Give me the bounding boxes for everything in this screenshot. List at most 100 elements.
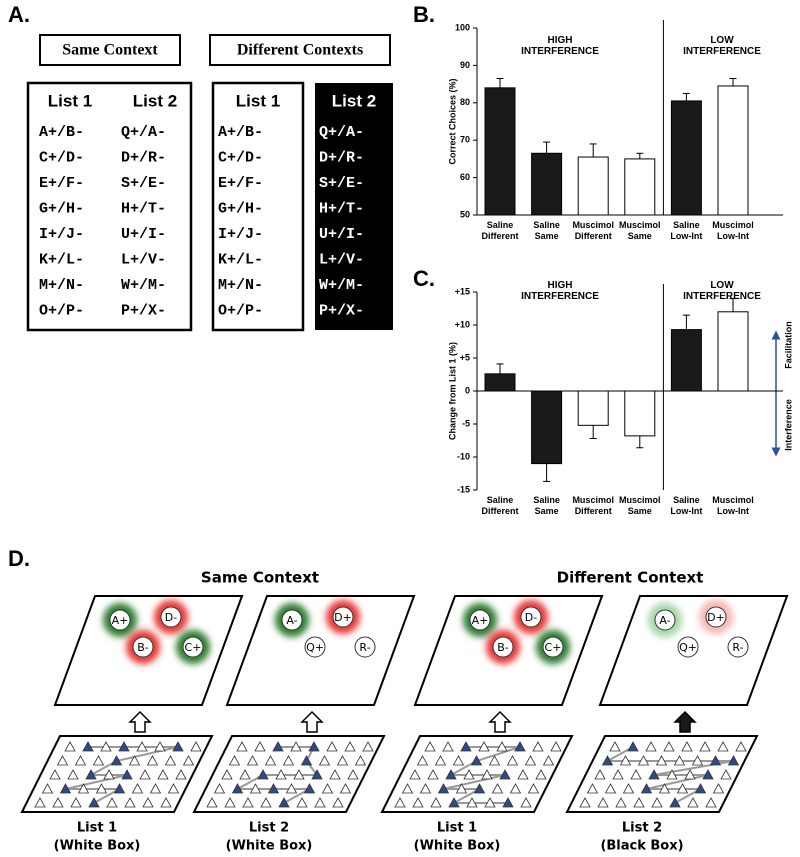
- neuron: [597, 797, 609, 808]
- bar: [670, 100, 702, 216]
- neuron: [394, 797, 406, 808]
- list-box-black: [315, 83, 393, 330]
- panel-caption: (White Box): [54, 839, 141, 854]
- stimulus-label: D-: [165, 611, 177, 624]
- neuron: [95, 783, 108, 794]
- neuron: [691, 755, 704, 766]
- neuron: [164, 755, 177, 766]
- list-title: List 2: [332, 91, 376, 110]
- stimulus: [542, 636, 564, 658]
- neuron: [681, 741, 693, 752]
- stimulus: [677, 636, 699, 658]
- panel-label: D.: [8, 546, 30, 571]
- neuron: [622, 783, 635, 794]
- stimulus: [304, 636, 326, 658]
- list-item: I+/J-: [218, 226, 263, 243]
- arrow: [673, 710, 697, 733]
- neuron: [67, 769, 79, 780]
- neuron: [92, 755, 105, 766]
- neuron: [466, 797, 478, 808]
- neuron: [542, 755, 555, 766]
- stimulus-label: C+: [185, 641, 202, 654]
- neuron: [409, 769, 421, 780]
- neuron: [264, 755, 277, 766]
- panel-caption: List 1: [437, 821, 477, 836]
- neuron: [118, 741, 130, 752]
- x-tick-label: Saline Low-Int: [670, 220, 702, 241]
- neuron: [470, 755, 483, 766]
- neuron: [267, 783, 280, 794]
- neuron: [157, 769, 169, 780]
- bar: [531, 390, 563, 465]
- neuron: [131, 783, 144, 794]
- list-item: S+/E-: [121, 175, 166, 192]
- neuron: [615, 797, 627, 808]
- neuron: [455, 783, 468, 794]
- neuron: [242, 797, 254, 808]
- neuron: [651, 797, 663, 808]
- list-title: List 1: [236, 91, 280, 110]
- list-item: D+/R-: [121, 149, 166, 166]
- neuron: [488, 755, 501, 766]
- list-item: D+/R-: [319, 149, 364, 166]
- neuron: [303, 783, 316, 794]
- neuron: [34, 797, 46, 808]
- x-tick-label: Saline Same: [533, 495, 560, 516]
- list-item: P+/X-: [319, 302, 364, 319]
- panel-label: A.: [8, 2, 30, 27]
- neuron: [128, 755, 141, 766]
- panel-caption: (Black Box): [600, 839, 683, 854]
- neuron: [478, 741, 490, 752]
- stimulus: [132, 636, 154, 658]
- neuron: [452, 755, 465, 766]
- context-header: Different Contexts: [237, 42, 363, 59]
- neuron: [172, 741, 184, 752]
- list-item: O+/P-: [39, 302, 84, 319]
- arrow: [488, 710, 512, 733]
- stimulus-label: A-: [286, 614, 297, 627]
- y-tick-label: -10: [457, 451, 470, 461]
- neuron: [329, 769, 341, 780]
- neuron: [612, 769, 624, 780]
- x-tick-label: Saline Different: [481, 495, 518, 516]
- y-tick-label: 80: [460, 97, 470, 107]
- neuron: [648, 769, 660, 780]
- neuron: [448, 797, 460, 808]
- neuron: [676, 783, 689, 794]
- neuron: [362, 741, 374, 752]
- neuron: [604, 783, 617, 794]
- neuron: [437, 783, 450, 794]
- neuron: [64, 741, 76, 752]
- stimulus-label: Q+: [306, 641, 324, 654]
- neuron: [412, 797, 424, 808]
- list-item: H+/T-: [121, 200, 166, 217]
- neuron: [499, 769, 511, 780]
- neuron: [347, 769, 359, 780]
- y-tick-label: -15: [457, 484, 470, 494]
- list-item: W+/M-: [121, 277, 166, 294]
- neuron: [416, 755, 429, 766]
- neuron: [463, 769, 475, 780]
- neuron: [586, 783, 599, 794]
- neuron: [146, 755, 159, 766]
- panel-caption: List 2: [249, 821, 289, 836]
- group-label: LOW INTERFERENCE: [683, 35, 761, 57]
- y-axis-label: Correct Choices (%): [447, 78, 457, 164]
- neuron: [88, 797, 100, 808]
- neuron: [110, 755, 123, 766]
- neuron: [56, 755, 69, 766]
- neuron: [246, 755, 259, 766]
- stimulus: [354, 636, 376, 658]
- neuron: [249, 783, 262, 794]
- neuron: [658, 783, 671, 794]
- list-item: U+/I-: [121, 226, 166, 243]
- neuron: [727, 755, 740, 766]
- neuron: [687, 797, 699, 808]
- list-item: W+/M-: [319, 277, 364, 294]
- neuron: [509, 783, 522, 794]
- neuron: [709, 755, 722, 766]
- neuron: [424, 741, 436, 752]
- list-item: H+/T-: [319, 200, 364, 217]
- group-label: HIGH INTERFERENCE: [521, 35, 599, 57]
- neuron: [231, 783, 244, 794]
